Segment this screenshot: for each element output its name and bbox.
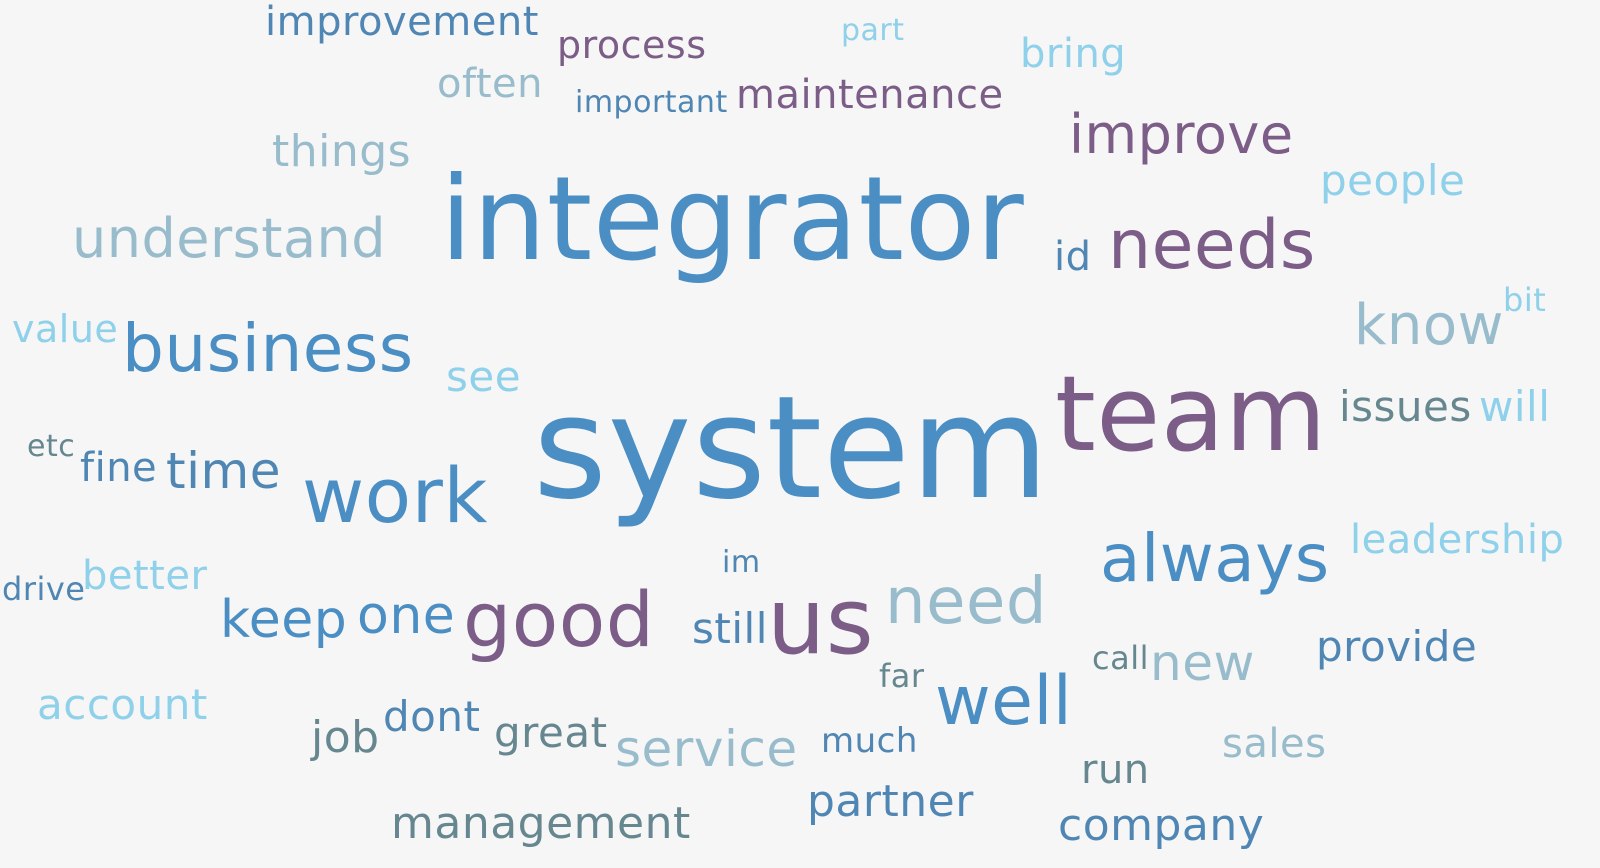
word-run: run [1081, 747, 1150, 793]
word-company: company [1058, 800, 1265, 851]
word-bring: bring [1020, 31, 1127, 77]
word-value: value [12, 307, 119, 351]
word-management: management [391, 798, 691, 849]
word-keep: keep [220, 590, 348, 650]
word-provide: provide [1316, 622, 1478, 671]
word-will: will [1479, 382, 1551, 431]
word-needs: needs [1108, 206, 1316, 285]
word-work: work [302, 451, 488, 540]
word-drive: drive [2, 570, 86, 608]
word-dont: dont [383, 692, 481, 741]
word-service: service [615, 720, 798, 778]
word-us: us [767, 568, 875, 675]
word-integrator: integrator [440, 152, 1025, 287]
word-improvement: improvement [265, 0, 539, 45]
word-better: better [82, 553, 208, 599]
word-still: still [692, 604, 768, 653]
word-new: new [1150, 634, 1255, 692]
word-business: business [122, 310, 414, 387]
word-need: need [885, 565, 1047, 639]
word-fine: fine [80, 445, 158, 491]
word-good: good [463, 575, 655, 664]
word-bit: bit [1503, 281, 1547, 319]
word-maintenance: maintenance [736, 72, 1004, 118]
word-call: call [1092, 639, 1149, 677]
word-issues: issues [1339, 382, 1472, 431]
word-much: much [821, 721, 918, 761]
word-process: process [557, 23, 707, 67]
word-leadership: leadership [1350, 517, 1565, 563]
word-one: one [357, 586, 456, 646]
word-improve: improve [1069, 103, 1294, 166]
word-often: often [437, 61, 543, 107]
word-im: im [722, 545, 761, 580]
word-important: important [575, 85, 728, 120]
word-etc: etc [27, 429, 76, 464]
word-well: well [935, 662, 1073, 741]
word-understand: understand [72, 207, 387, 270]
word-people: people [1320, 156, 1466, 205]
word-part: part [841, 13, 905, 48]
word-account: account [37, 680, 208, 729]
word-know: know [1354, 293, 1504, 358]
word-things: things [272, 126, 412, 177]
word-always: always [1100, 520, 1330, 597]
word-team: team [1055, 353, 1327, 475]
word-id: id [1054, 234, 1092, 280]
word-sales: sales [1222, 721, 1327, 767]
word-far: far [879, 657, 925, 695]
word-time: time [166, 442, 281, 500]
word-great: great [494, 708, 608, 757]
word-system: system [533, 366, 1050, 531]
word-partner: partner [807, 776, 974, 827]
word-see: see [446, 352, 522, 401]
word-job: job [311, 712, 380, 763]
